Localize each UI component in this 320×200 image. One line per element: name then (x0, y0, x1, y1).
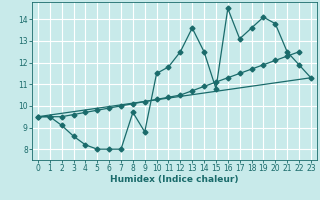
X-axis label: Humidex (Indice chaleur): Humidex (Indice chaleur) (110, 175, 239, 184)
